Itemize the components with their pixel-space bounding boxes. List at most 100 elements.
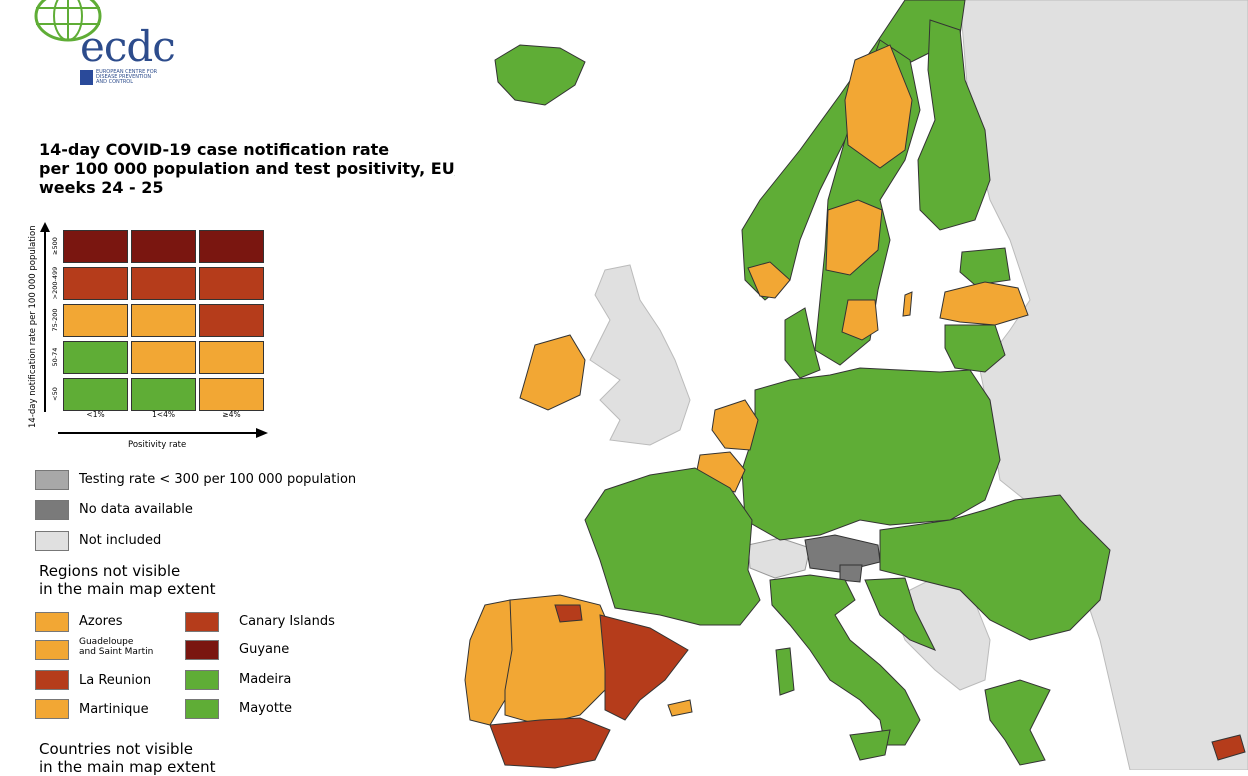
region-denmark [784, 307, 821, 379]
legend-panel: ecdc EUROPEAN CENTRE FOR DISEASE PREVENT… [0, 0, 495, 776]
row-label-text: 75-200 [51, 308, 59, 332]
region-estonia [959, 247, 1011, 286]
x-axis-line [58, 432, 258, 434]
matrix-row-label: ≥500 [49, 230, 61, 263]
region-label: Martinique [79, 702, 149, 717]
region-finland [917, 19, 991, 231]
matrix-cell [199, 341, 264, 374]
row-label-text: <50 [51, 387, 59, 401]
matrix-col-label: ≥4% [222, 410, 241, 419]
title-line-1: 14-day COVID-19 case notification rate [39, 140, 390, 159]
region-swatch [185, 640, 219, 660]
matrix-cell [63, 378, 128, 411]
row-label-text: 50-74 [51, 347, 59, 367]
legend-not-included: Not included [79, 533, 162, 548]
region-swatch [35, 699, 69, 719]
countries-heading: Countries not visible in the main map ex… [39, 740, 216, 776]
region-swatch [185, 670, 219, 690]
matrix-cell [63, 230, 128, 263]
legend-testing-rate: Testing rate < 300 per 100 000 populatio… [79, 472, 357, 487]
region-label: Guyane [239, 642, 290, 657]
region-iceland [494, 44, 586, 106]
region-balearic [667, 699, 693, 717]
matrix-cell [199, 267, 264, 300]
region-swatch [35, 640, 69, 660]
matrix-x-axis-label: Positivity rate [128, 440, 187, 450]
legend-swatch-not-included [35, 531, 69, 551]
region-slovenia [839, 564, 863, 583]
region-central-east [879, 494, 1111, 641]
regions-heading: Regions not visible in the main map exte… [39, 562, 216, 598]
region-sweden-north [844, 44, 913, 169]
eu-flag-icon [80, 70, 93, 85]
region-swatch [185, 612, 219, 632]
logo-text: ecdc [80, 22, 176, 71]
matrix-y-axis-label: 14-day notification rate per 100 000 pop… [28, 225, 38, 428]
region-sweden-central [825, 199, 883, 276]
matrix-cell [131, 267, 196, 300]
regions-heading-line-2: in the main map extent [39, 580, 216, 598]
region-label: Madeira [239, 672, 292, 687]
legend-no-data: No data available [79, 502, 193, 517]
matrix-cell [199, 304, 264, 337]
countries-heading-line-2: in the main map extent [39, 758, 216, 776]
logo-subtitle: EUROPEAN CENTRE FOR DISEASE PREVENTION A… [96, 69, 158, 85]
globe-icon [34, 0, 102, 42]
region-lithuania [944, 324, 1006, 373]
legend-swatch-testing-rate [35, 470, 69, 490]
region-andalucia [489, 717, 611, 769]
matrix-row-label: 75-200 [49, 304, 61, 337]
region-croatia [864, 577, 937, 651]
region-germany-poland [741, 367, 1001, 541]
region-greece [984, 679, 1051, 766]
x-axis-arrow-icon [256, 428, 268, 438]
region-swatch [185, 699, 219, 719]
regions-heading-line-1: Regions not visible [39, 562, 181, 580]
region-swatch [35, 612, 69, 632]
countries-heading-line-1: Countries not visible [39, 740, 193, 758]
region-italy [769, 574, 921, 746]
matrix-cell [131, 378, 196, 411]
region-gotland [902, 291, 913, 317]
matrix-row-label: 50-74 [49, 341, 61, 374]
row-label-text: ≥500 [51, 237, 59, 255]
region-label: La Reunion [79, 673, 152, 688]
region-label: Azores [79, 614, 123, 629]
matrix-cell [131, 304, 196, 337]
matrix-grid [63, 230, 264, 411]
region-sardinia [775, 647, 795, 696]
matrix-col-label: <1% [86, 410, 105, 419]
region-ireland [519, 334, 586, 411]
matrix-row-label: <50 [49, 378, 61, 411]
europe-map [455, 0, 1248, 771]
matrix-cell [199, 378, 264, 411]
row-label-text: >200-499 [51, 266, 59, 300]
region-label: Guadeloupe and Saint Martin [79, 637, 154, 657]
region-label: Canary Islands [239, 614, 335, 629]
region-label: Mayotte [239, 701, 293, 716]
region-cyprus [1211, 734, 1246, 761]
title-line-2: per 100 000 population and test positivi… [39, 159, 495, 178]
matrix-cell [199, 230, 264, 263]
legend-swatch-no-data [35, 500, 69, 520]
region-spain-north [554, 604, 583, 623]
matrix-cell [63, 341, 128, 374]
region-latvia [939, 281, 1029, 326]
matrix-row-label: >200-499 [49, 267, 61, 300]
title-line-3: weeks 24 - 25 [39, 178, 164, 197]
matrix-cell [131, 230, 196, 263]
region-united-kingdom [589, 264, 691, 446]
matrix-cell [131, 341, 196, 374]
region-sweden-south [841, 299, 879, 341]
map-svg [464, 0, 1248, 771]
ecdc-logo: ecdc EUROPEAN CENTRE FOR DISEASE PREVENT… [28, 0, 176, 92]
region-france [584, 467, 761, 626]
region-switzerland [747, 537, 811, 579]
region-swatch [35, 670, 69, 690]
y-axis-arrow-icon [40, 222, 50, 232]
risk-matrix: 14-day notification rate per 100 000 pop… [24, 222, 284, 467]
region-russia [959, 0, 1248, 771]
region-spain-west [504, 594, 616, 726]
matrix-cell [63, 304, 128, 337]
map-title: 14-day COVID-19 case notification rate p… [39, 140, 495, 197]
